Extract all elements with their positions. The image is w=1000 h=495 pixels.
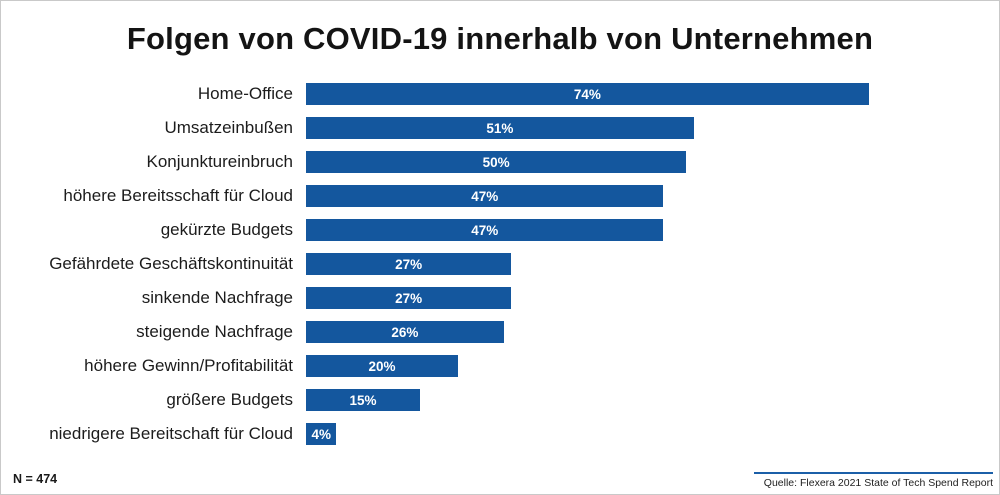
- bar-track: 27%: [306, 287, 979, 309]
- category-label: Konjunktureinbruch: [146, 152, 293, 171]
- category-label: höhere Gewinn/Profitabilität: [84, 356, 293, 375]
- bar-track: 50%: [306, 151, 979, 173]
- chart-row: steigende Nachfrage 26%: [1, 321, 979, 343]
- chart-title: Folgen von COVID-19 innerhalb von Untern…: [126, 21, 874, 56]
- value-label: 47%: [471, 188, 499, 204]
- category-label: niedrigere Bereitschaft für Cloud: [49, 424, 293, 443]
- sample-size-label: N = 474: [13, 472, 58, 486]
- value-label: 27%: [395, 290, 423, 306]
- value-bar: 15%: [306, 389, 421, 411]
- category-label: sinkende Nachfrage: [141, 288, 293, 307]
- chart-row: Gefährdete Geschäftskontinuität 27%: [1, 253, 979, 275]
- chart-row: höhere Bereitsschaft für Cloud 47%: [1, 185, 979, 207]
- value-bar: 27%: [306, 287, 512, 309]
- value-bar: 26%: [306, 321, 504, 343]
- value-label: 51%: [486, 120, 514, 136]
- value-bar: 47%: [306, 185, 664, 207]
- value-bar: 27%: [306, 253, 512, 275]
- chart-row: gekürzte Budgets 47%: [1, 219, 979, 241]
- chart-row: Konjunktureinbruch 50%: [1, 151, 979, 173]
- value-bar: 50%: [306, 151, 687, 173]
- bar-track: 15%: [306, 389, 979, 411]
- bar-track: 74%: [306, 83, 979, 105]
- value-bar: 74%: [306, 83, 869, 105]
- chart-row: Home-Office 74%: [1, 83, 979, 105]
- bar-track: 51%: [306, 117, 979, 139]
- category-label: Gefährdete Geschäftskontinuität: [49, 254, 293, 273]
- category-label: größere Budgets: [166, 390, 293, 409]
- chart-row: sinkende Nachfrage 27%: [1, 287, 979, 309]
- category-label: gekürzte Budgets: [160, 220, 293, 239]
- value-label: 50%: [482, 154, 510, 170]
- chart-row: niedrigere Bereitschaft für Cloud 4%: [1, 423, 979, 445]
- category-label: Umsatzeinbußen: [164, 118, 293, 137]
- bar-chart: Home-Office 74% Umsatzeinbußen 51% Konjunktu…: [1, 83, 999, 445]
- value-label: 27%: [395, 256, 423, 272]
- bar-track: 20%: [306, 355, 979, 377]
- category-label: höhere Bereitsschaft für Cloud: [63, 186, 293, 205]
- value-label: 74%: [573, 86, 601, 102]
- bar-track: 26%: [306, 321, 979, 343]
- value-bar: 20%: [306, 355, 459, 377]
- value-label: 4%: [311, 426, 331, 442]
- bar-track: 47%: [306, 185, 979, 207]
- source-attribution: Quelle: Flexera 2021 State of Tech Spend…: [753, 472, 993, 489]
- bar-track: 4%: [306, 423, 979, 445]
- bar-track: 27%: [306, 253, 979, 275]
- value-label: 15%: [349, 392, 377, 408]
- bar-rows: Home-Office 74% Umsatzeinbußen 51% Konjunktu…: [1, 83, 979, 445]
- value-bar: 51%: [306, 117, 694, 139]
- value-bar: 4%: [306, 423, 337, 445]
- chart-row: Umsatzeinbußen 51%: [1, 117, 979, 139]
- category-label: steigende Nachfrage: [136, 322, 293, 341]
- category-label: Home-Office: [197, 84, 293, 103]
- value-label: 20%: [368, 358, 396, 374]
- value-label: 26%: [391, 324, 419, 340]
- chart-row: höhere Gewinn/Profitabilität 20%: [1, 355, 979, 377]
- chart-row: größere Budgets 15%: [1, 389, 979, 411]
- value-label: 47%: [471, 222, 499, 238]
- value-bar: 47%: [306, 219, 664, 241]
- bar-track: 47%: [306, 219, 979, 241]
